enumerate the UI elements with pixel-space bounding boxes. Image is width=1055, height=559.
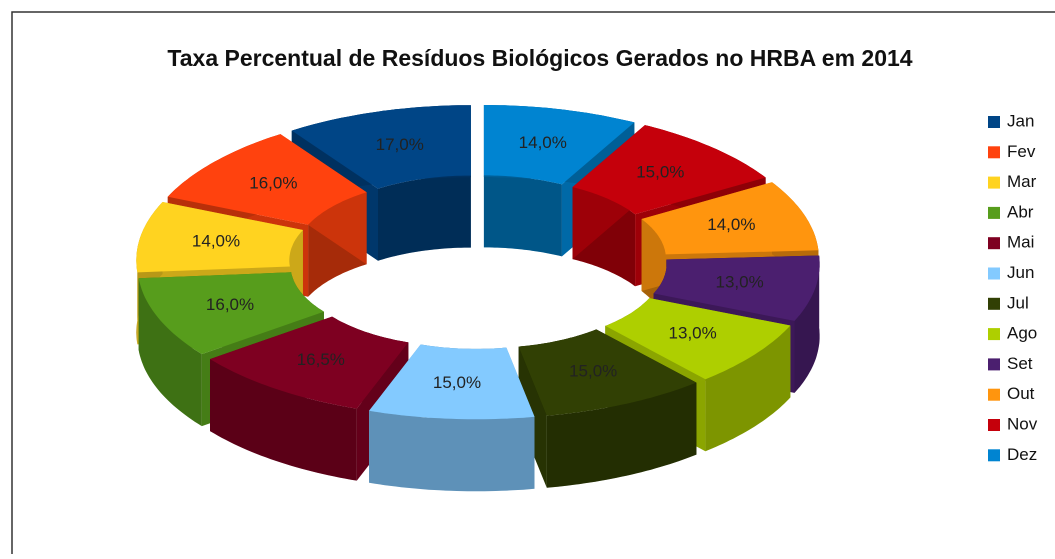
- legend-label: Mar: [1007, 172, 1037, 191]
- slice-shade: [483, 175, 562, 257]
- slice-outer-wall: [210, 359, 357, 481]
- data-label: 17,0%: [376, 135, 424, 154]
- slice-outer-wall: [369, 410, 535, 492]
- slice-top: [167, 134, 367, 225]
- slice: 14,0%: [483, 105, 635, 257]
- slice-shade: [210, 359, 357, 481]
- slice-shade: [378, 175, 471, 261]
- legend-swatch: [988, 358, 1000, 371]
- legend-label: Fev: [1007, 142, 1036, 161]
- legend-label: Out: [1007, 384, 1035, 403]
- data-label: 13,0%: [715, 272, 763, 291]
- slice-shade: [705, 325, 791, 452]
- data-label: 15,0%: [636, 163, 684, 182]
- slice-top: [518, 329, 697, 416]
- slice-top: [138, 272, 324, 355]
- slice-shade: [369, 410, 535, 492]
- data-label: 14,0%: [192, 232, 240, 251]
- data-label: 14,0%: [707, 215, 755, 234]
- legend-swatch: [988, 237, 1000, 250]
- legend-swatch: [988, 419, 1000, 431]
- data-label: 13,0%: [669, 323, 717, 342]
- slice-outer-wall: [138, 278, 202, 427]
- slice: 15,0%: [518, 329, 697, 488]
- legend-swatch: [988, 297, 1000, 310]
- chart-title: Taxa Percentual de Resíduos Biológicos G…: [167, 45, 912, 71]
- legend-swatch: [988, 146, 1000, 159]
- data-label: 16,5%: [297, 350, 345, 369]
- slice-inner-wall: [378, 175, 471, 261]
- slice-top: [136, 202, 303, 273]
- legend-label: Jun: [1007, 263, 1034, 282]
- legend-label: Abr: [1007, 202, 1034, 221]
- slice-outer-wall: [794, 255, 820, 393]
- data-label: 15,0%: [569, 362, 617, 381]
- slice-top: [653, 255, 820, 321]
- slice: 15,0%: [369, 344, 535, 492]
- legend-swatch: [988, 328, 1000, 341]
- legend: Jan Fev Mar Abr Mai Jun Jul Ago Set Out Nov Dez: [988, 111, 1038, 464]
- slice-outer-wall: [705, 325, 791, 452]
- data-label: 16,0%: [206, 295, 254, 314]
- legend-swatch: [988, 267, 1000, 280]
- slice-top: [605, 298, 791, 380]
- data-label: 14,0%: [519, 133, 567, 152]
- slice-outer-wall: [546, 382, 697, 488]
- slice-top: [572, 125, 766, 215]
- slice-top: [483, 105, 635, 185]
- slice-top: [641, 182, 819, 255]
- legend-swatch: [988, 449, 1000, 462]
- slice-shade: [138, 278, 202, 427]
- legend-label: Set: [1007, 354, 1033, 373]
- data-label: 16,0%: [249, 174, 297, 193]
- legend-swatch: [988, 206, 1000, 219]
- legend-swatch: [988, 116, 1000, 128]
- legend-label: Nov: [1007, 414, 1038, 433]
- frame: [11, 11, 1055, 559]
- legend-swatch: [988, 388, 1000, 401]
- data-label: 15,0%: [433, 373, 481, 392]
- donut: 14,0% 17,0% 15,0% 16,0% 14,0% 14,0% 13,0% 16,0%…: [136, 105, 820, 492]
- legend-label: Jul: [1007, 293, 1029, 312]
- legend-label: Dez: [1007, 445, 1037, 464]
- legend-label: Jan: [1007, 111, 1034, 130]
- legend-label: Mai: [1007, 233, 1034, 252]
- slice-shade: [546, 382, 697, 488]
- legend-swatch: [988, 176, 1000, 189]
- slice-top: [291, 105, 471, 189]
- slice-shade: [794, 255, 820, 393]
- slice-top: [210, 316, 409, 409]
- slice-top: [369, 344, 535, 420]
- slice-inner-wall: [483, 175, 562, 257]
- legend-label: Ago: [1007, 324, 1037, 343]
